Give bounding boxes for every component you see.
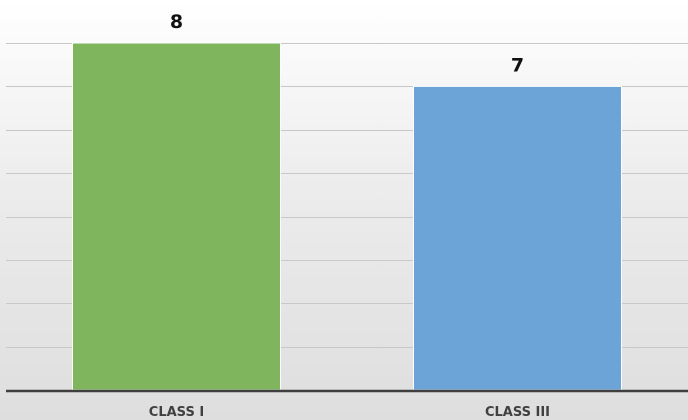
bar-class-i: [72, 42, 281, 391]
category-labels: CLASS I CLASS III: [149, 405, 550, 420]
category-label: CLASS I: [149, 405, 204, 420]
data-labels: 87: [170, 11, 524, 76]
data-label: 7: [511, 54, 524, 76]
category-label: CLASS III: [485, 405, 550, 420]
bars: [72, 42, 622, 391]
bar-class-iii: [413, 85, 622, 391]
data-label: 8: [170, 11, 183, 33]
